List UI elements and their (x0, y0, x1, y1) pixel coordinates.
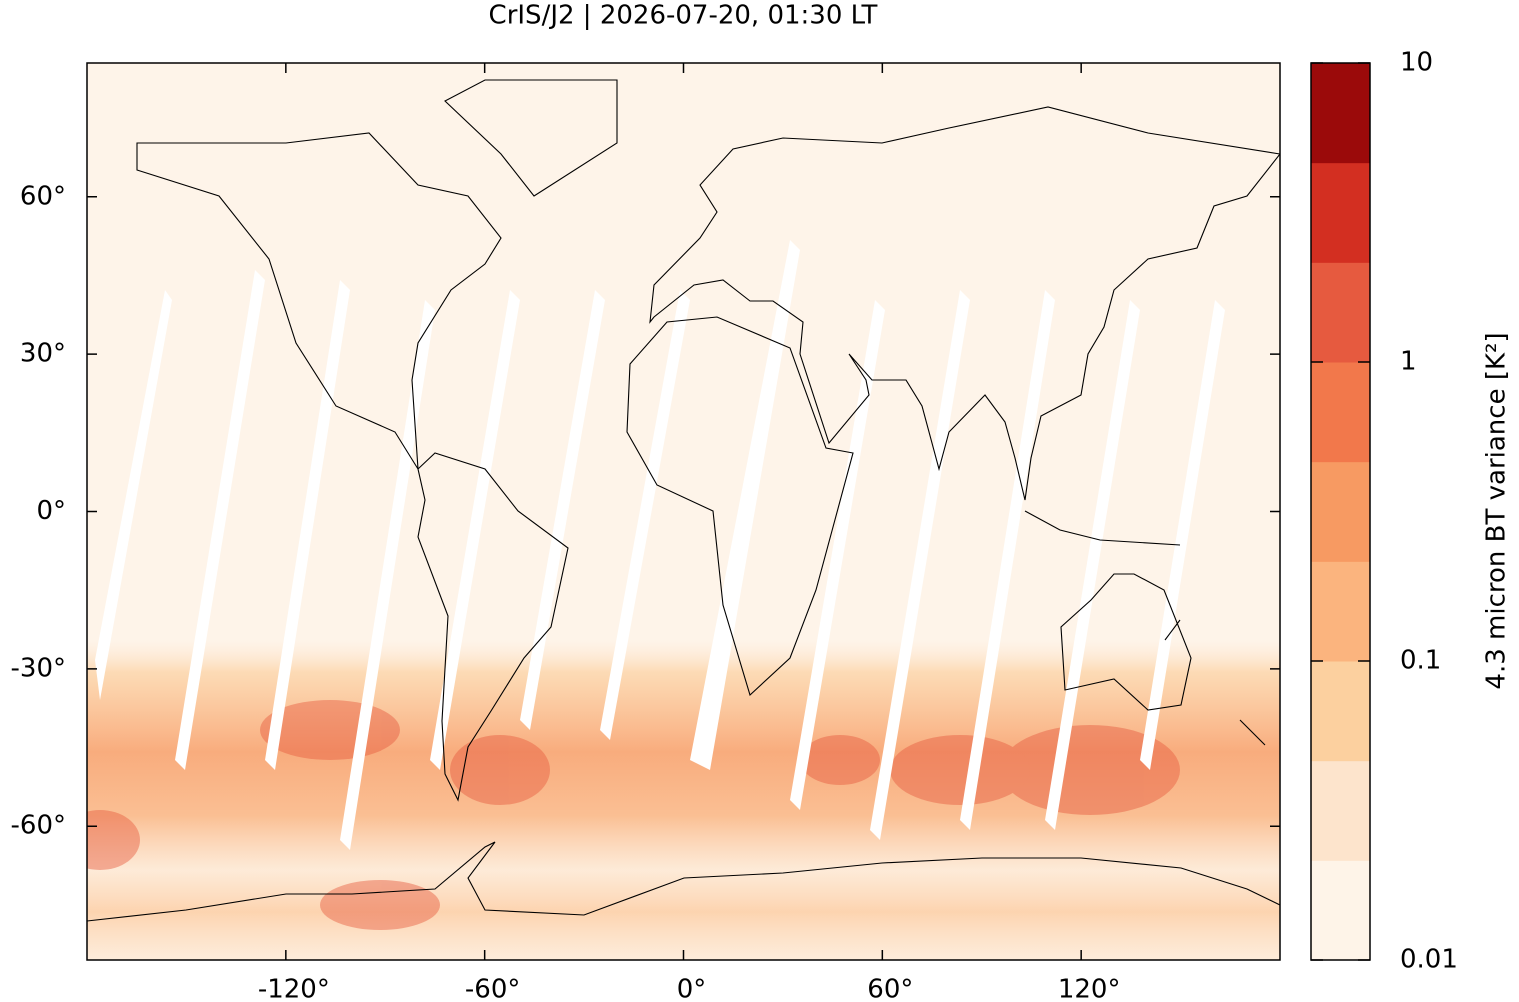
x-tick-label: 60° (867, 975, 913, 1002)
colorbar-band (1311, 262, 1370, 363)
y-tick-label: -30° (11, 653, 66, 683)
colorbar-tick-label: 10 (1400, 48, 1433, 78)
colorbar-band (1311, 63, 1370, 164)
x-tick-label: 120° (1058, 975, 1121, 1002)
colorbar-label: 4.3 micron BT variance [K²] (1482, 332, 1512, 689)
coastlines (87, 79, 1280, 922)
chart-title: CrIS/J2 | 2026-07-20, 01:30 LT (489, 1, 878, 31)
colorbar-tick-label: 0.1 (1400, 646, 1441, 676)
x-tick-label: -60° (465, 975, 520, 1002)
colorbar-band (1311, 461, 1370, 562)
colorbar-band (1311, 860, 1370, 961)
colorbar-tick-label: 1 (1400, 347, 1417, 377)
colorbar-band (1311, 162, 1370, 263)
colorbar-band (1311, 760, 1370, 861)
colorbar-frame (1310, 62, 1371, 961)
colorbar-band (1311, 362, 1370, 463)
colorbar (1311, 63, 1370, 961)
map-field (87, 63, 1280, 960)
orbit-gaps (95, 240, 1225, 850)
colorbar-tick-label: 0.01 (1400, 945, 1458, 975)
y-tick-label: 60° (20, 181, 66, 211)
colorbar-band (1311, 561, 1370, 662)
x-tick-label: 0° (677, 975, 707, 1002)
x-tick-label: -120° (258, 975, 330, 1002)
y-tick-label: 30° (20, 339, 66, 369)
y-tick-label: -60° (11, 811, 66, 841)
colorbar-band (1311, 661, 1370, 762)
y-tick-label: 0° (36, 496, 66, 526)
